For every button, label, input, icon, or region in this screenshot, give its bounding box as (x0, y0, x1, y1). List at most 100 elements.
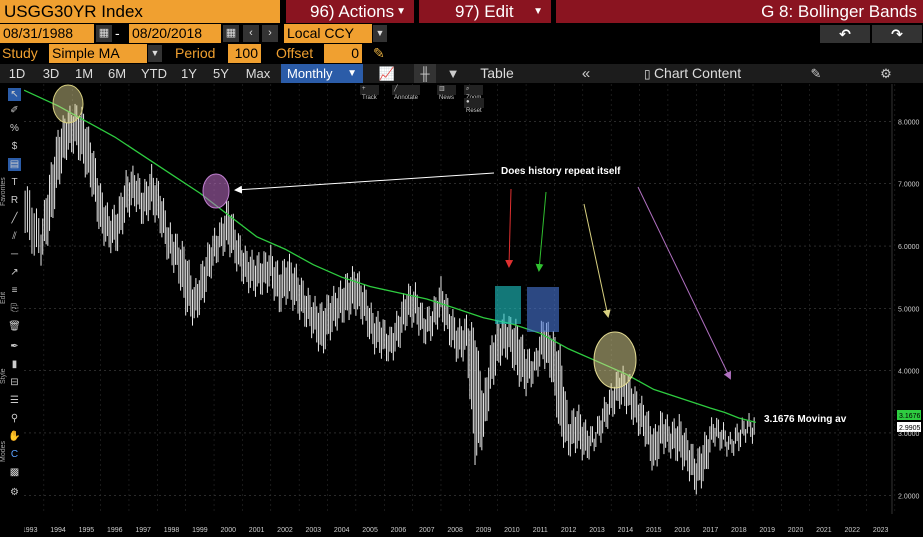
start-date-field[interactable]: 08/31/1988 (0, 24, 94, 43)
date-separator: - (115, 25, 120, 41)
periodicity-select[interactable]: Monthly ▼ (281, 64, 363, 83)
link-icon[interactable]: ⚲ (10, 413, 19, 424)
x-tick-label: 2002 (277, 527, 293, 534)
color-palette-icon[interactable]: ▩ (9, 467, 20, 478)
timeframe-1d[interactable]: 1D (8, 66, 26, 81)
cursor-mode-icon[interactable]: C (10, 449, 19, 460)
toolbar-section-favorites: Favorites (0, 177, 7, 206)
chart-content-icon: ▯ (644, 67, 654, 81)
drawing-toolbar: Favorites Edit Style Modes ↖ ✐ % $ ▤ T R… (0, 84, 24, 510)
x-tick-label: 2000 (220, 527, 236, 534)
redo-icon[interactable]: ↷ (872, 25, 922, 43)
copy-icon[interactable]: ⎘ (10, 303, 19, 314)
timeframe-3d[interactable]: 3D (42, 66, 60, 81)
channel-icon[interactable]: ⫽ (12, 231, 17, 242)
edit-chart-icon[interactable]: ✎ (810, 66, 822, 81)
percent-icon[interactable]: % (10, 123, 19, 134)
ma-price-tag: 3.1676 (897, 410, 921, 420)
highlight-box-2010 (527, 287, 559, 332)
hand-icon[interactable]: ✋ (8, 431, 21, 442)
x-tick-label: 2020 (788, 527, 804, 534)
news-button[interactable]: ▥ News (437, 85, 457, 101)
offset-input[interactable]: 0 (324, 44, 362, 63)
trash-icon[interactable]: 🗑 (8, 321, 21, 332)
periodicity-caret-icon: ▼ (347, 68, 357, 79)
end-calendar-icon[interactable]: ▦ (223, 25, 239, 42)
timeframe-6m[interactable]: 6M (107, 66, 127, 81)
prev-period-icon[interactable]: ‹ (243, 25, 259, 42)
price-chart[interactable]: Does history repeat itself 3.1676 Moving… (24, 84, 923, 537)
actions-caret-icon: ▼ (396, 6, 406, 17)
chart-type-caret-icon[interactable]: ▼ (446, 66, 460, 81)
chart-content-button[interactable]: ▯ Chart Content (644, 64, 764, 83)
x-tick-label: 1996 (107, 527, 123, 534)
next-period-icon[interactable]: › (262, 25, 278, 42)
actions-menu[interactable]: 96) Actions ▼ (286, 0, 414, 23)
undo-icon[interactable]: ↶ (820, 25, 870, 43)
y-tick-label: 3.0000 (898, 431, 920, 438)
x-tick-label: 2014 (618, 527, 634, 534)
ruler-icon[interactable]: ⊟ (10, 377, 19, 388)
highlight-circle-2013 (593, 331, 637, 389)
toolbar-section-edit: Edit (0, 291, 7, 304)
toolbar-settings-icon[interactable]: ⚙ (10, 487, 19, 498)
dollar-icon[interactable]: $ (11, 141, 18, 152)
y-tick-label: 2.0000 (898, 493, 920, 500)
x-tick-label: 2006 (391, 527, 407, 534)
horizontal-line-icon[interactable]: ─ (10, 249, 19, 260)
x-tick-label: 2004 (334, 527, 350, 534)
pencil-icon[interactable]: ✎ (373, 45, 385, 61)
x-tick-label: 2016 (674, 527, 690, 534)
highlight-circle-1994 (52, 84, 84, 124)
timeframe-ytd[interactable]: YTD (141, 66, 167, 81)
line-chart-icon[interactable]: 📈 (378, 66, 396, 81)
track-label: Track (362, 95, 377, 101)
timeframe-max[interactable]: Max (245, 66, 271, 81)
end-date-field[interactable]: 08/20/2018 (129, 24, 221, 43)
x-tick-label: 2012 (561, 527, 577, 534)
edit-menu[interactable]: 97) Edit ▼ (419, 0, 551, 23)
arrow-tool-icon[interactable]: ↗ (10, 267, 19, 278)
collapse-left-icon[interactable]: « (581, 65, 591, 82)
timeframe-1y[interactable]: 1Y (181, 66, 197, 81)
bar-chart-icon[interactable]: ╫ (414, 64, 436, 83)
x-tick-label: 1999 (192, 527, 208, 534)
timeframe-5y[interactable]: 5Y (213, 66, 229, 81)
chart-title: G 8: Bollinger Bands (556, 0, 923, 23)
highlight-circle-2000 (202, 173, 230, 209)
x-tick-label: 2021 (816, 527, 832, 534)
lines-style-icon[interactable]: ☰ (10, 395, 19, 406)
table-button[interactable]: Table (480, 65, 514, 81)
fill-icon[interactable]: ▮ (11, 359, 18, 370)
start-calendar-icon[interactable]: ▦ (96, 25, 112, 42)
x-tick-label: 2001 (249, 527, 265, 534)
currency-caret-icon[interactable]: ▼ (373, 25, 387, 42)
x-tick-label: 1994 (50, 527, 66, 534)
table-icon[interactable]: ▤ (8, 158, 21, 171)
retracement-icon[interactable]: R (10, 195, 19, 206)
zoom-button[interactable]: ⌕ Zoom (464, 85, 484, 101)
text-icon[interactable]: T (11, 177, 18, 188)
currency-select[interactable]: Local CCY (284, 24, 372, 43)
pen-icon[interactable]: ✒ (10, 341, 19, 352)
study-caret-icon[interactable]: ▼ (148, 45, 162, 62)
arrow-purple (637, 186, 731, 380)
x-tick-label: 2013 (589, 527, 605, 534)
draw-line-icon[interactable]: ✐ (10, 105, 19, 116)
fan-icon[interactable]: ≡ (11, 285, 18, 296)
trend-line-icon[interactable]: ╱ (11, 213, 18, 224)
x-tick-label: 2018 (731, 527, 747, 534)
settings-gear-icon[interactable]: ⚙ (880, 66, 892, 81)
x-tick-label: 2010 (504, 527, 520, 534)
period-input[interactable]: 100 (228, 44, 261, 63)
study-bar: Study Simple MA ▼ Period 100 Offset 0 ✎ (0, 44, 923, 63)
annotate-button[interactable]: ╱ Annotate (392, 85, 421, 101)
study-select[interactable]: Simple MA (49, 44, 147, 63)
ticker-field[interactable]: USGG30YR Index (0, 0, 280, 23)
pointer-icon[interactable]: ↖ (8, 88, 21, 101)
arrow-to-2000 (234, 172, 495, 194)
timeframe-1m[interactable]: 1M (74, 66, 94, 81)
edit-caret-icon: ▼ (533, 6, 543, 17)
reset-button[interactable]: ● Reset (464, 98, 484, 114)
track-button[interactable]: + Track (360, 85, 379, 101)
